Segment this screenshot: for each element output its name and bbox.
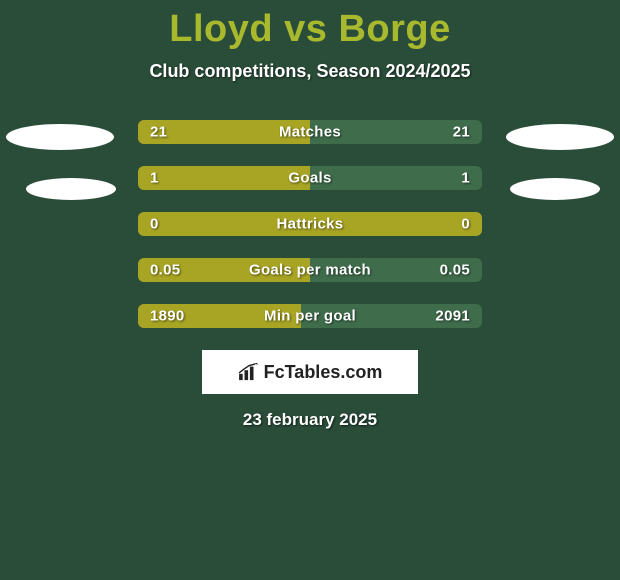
stat-label: Min per goal (264, 308, 356, 325)
decorative-ellipse (26, 178, 116, 200)
stat-bar-right (310, 166, 482, 190)
stat-bar-left (138, 166, 310, 190)
stat-value-right: 2091 (435, 308, 470, 325)
stat-label: Goals (288, 170, 331, 187)
stat-label: Matches (279, 124, 341, 141)
stats-comparison: 21 21 Matches 1 1 Goals 0 0 Hattricks 0.05 0.05 Goa… (138, 120, 482, 328)
brand-text: FcTables.com (264, 362, 383, 383)
snapshot-date: 23 february 2025 (0, 410, 620, 430)
page-title: Lloyd vs Borge (0, 0, 620, 51)
stat-label: Goals per match (249, 262, 371, 279)
stat-value-left: 1 (150, 170, 159, 187)
bar-chart-icon (238, 363, 260, 381)
decorative-ellipse (506, 124, 614, 150)
stat-row: 1890 2091 Min per goal (138, 304, 482, 328)
decorative-ellipse (510, 178, 600, 200)
decorative-ellipse (6, 124, 114, 150)
stat-row: 1 1 Goals (138, 166, 482, 190)
stat-value-right: 0 (461, 216, 470, 233)
stat-value-left: 0 (150, 216, 159, 233)
page-subtitle: Club competitions, Season 2024/2025 (0, 61, 620, 82)
stat-value-right: 0.05 (440, 262, 470, 279)
stat-label: Hattricks (277, 216, 344, 233)
stat-value-left: 0.05 (150, 262, 180, 279)
stat-row: 21 21 Matches (138, 120, 482, 144)
stat-value-right: 21 (453, 124, 470, 141)
stat-value-left: 1890 (150, 308, 185, 325)
stat-value-right: 1 (461, 170, 470, 187)
stat-row: 0.05 0.05 Goals per match (138, 258, 482, 282)
brand-badge: FcTables.com (202, 350, 418, 394)
stat-row: 0 0 Hattricks (138, 212, 482, 236)
stat-value-left: 21 (150, 124, 167, 141)
